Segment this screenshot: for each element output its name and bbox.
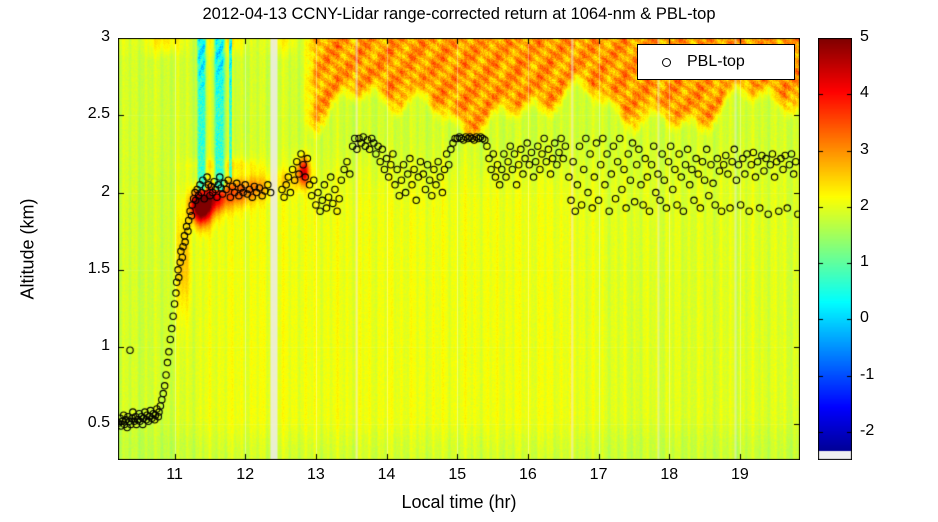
colorbar-tick-label: -2	[860, 421, 875, 439]
y-tick-label: 2	[101, 182, 110, 200]
x-axis-label: Local time (hr)	[401, 492, 517, 512]
colorbar	[818, 38, 852, 460]
y-axis-label: Altitude (km)	[17, 198, 38, 300]
chart-title: 2012-04-13 CCNY-Lidar range-corrected re…	[202, 5, 716, 23]
y-tick-label: 1.5	[87, 259, 110, 277]
y-tick-label: 1	[101, 337, 110, 355]
x-tick-label: 13	[306, 466, 325, 483]
colorbar-tick-label: 2	[860, 196, 869, 214]
x-tick-label: 16	[519, 466, 537, 483]
heatmap-canvas	[118, 38, 800, 460]
y-tick-label: 2.5	[87, 105, 110, 123]
colorbar-tick-label: 0	[860, 309, 869, 327]
colorbar-tick-label: 3	[860, 140, 869, 158]
y-tick-label: 0.5	[87, 414, 110, 432]
colorbar-tick-label: 5	[860, 28, 869, 45]
colorbar-tick-label: -1	[860, 365, 875, 383]
colorbar-tick-label: 1	[860, 253, 869, 271]
x-tick-label: 18	[660, 466, 679, 483]
x-tick-label: 15	[448, 466, 467, 483]
x-tick-label: 11	[166, 466, 183, 483]
y-tick-label: 3	[101, 28, 110, 45]
pbl-top-circle-marker-icon	[662, 57, 671, 67]
legend: PBL-top	[637, 44, 795, 80]
x-tick-label: 14	[377, 466, 396, 483]
x-tick-label: 17	[589, 466, 608, 483]
legend-label: PBL-top	[687, 53, 745, 70]
colorbar-tick-label: 4	[860, 84, 869, 102]
x-tick-label: 19	[731, 466, 749, 483]
x-tick-label: 12	[236, 466, 255, 483]
